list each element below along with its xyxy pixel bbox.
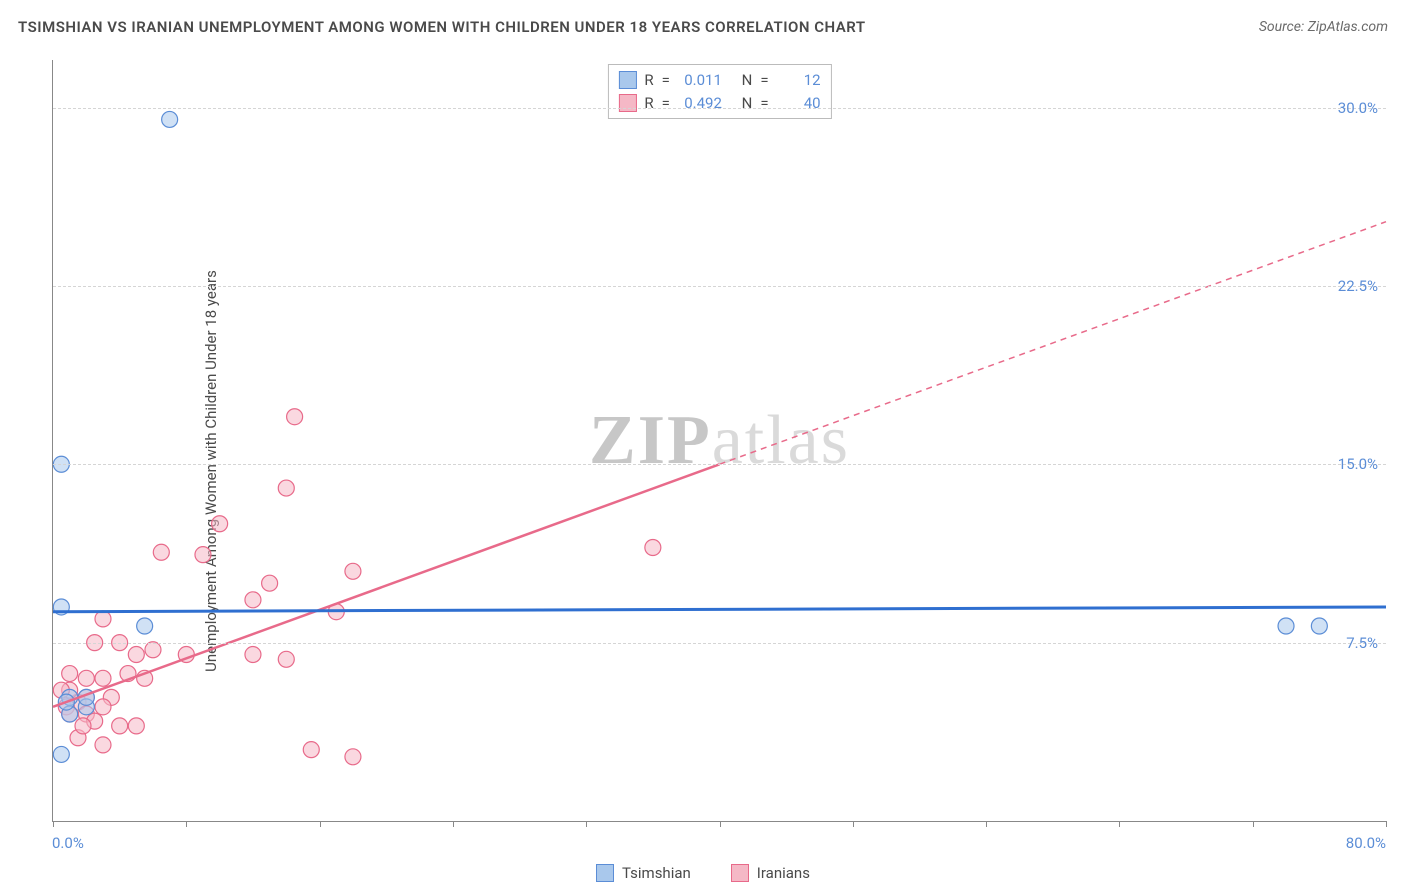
trend-line (720, 222, 1387, 465)
data-point (278, 480, 294, 496)
r-label: R (644, 69, 653, 92)
plot-region: ZIPatlas R = 0.011 N = 12 R = 0.492 N (52, 60, 1386, 822)
x-tick-mark (1253, 821, 1254, 827)
r-value-iranians: 0.492 (678, 92, 722, 115)
data-point (75, 718, 91, 734)
trend-line (53, 464, 720, 707)
data-point (137, 618, 153, 634)
data-point (1278, 618, 1294, 634)
r-label-2: R (644, 92, 653, 115)
x-tick-mark (186, 821, 187, 827)
legend-item-tsimshian: Tsimshian (596, 864, 691, 882)
source-attribution: Source: ZipAtlas.com (1259, 19, 1388, 35)
chart-title: TSIMSHIAN VS IRANIAN UNEMPLOYMENT AMONG … (18, 18, 866, 36)
data-point (153, 544, 169, 560)
data-point (112, 718, 128, 734)
x-tick-mark (586, 821, 587, 827)
data-point (145, 642, 161, 658)
data-point (645, 540, 661, 556)
x-tick-mark (320, 821, 321, 827)
x-tick-mark (853, 821, 854, 827)
stat-row-iranians: R = 0.492 N = 40 (618, 92, 820, 115)
data-point (1311, 618, 1327, 634)
data-point (95, 670, 111, 686)
data-point (345, 749, 361, 765)
data-point (95, 737, 111, 753)
gridline (53, 108, 1386, 109)
data-point (162, 111, 178, 127)
stat-row-tsimshian: R = 0.011 N = 12 (618, 69, 820, 92)
data-point (53, 746, 69, 762)
data-point (95, 699, 111, 715)
x-axis-labels: 0.0% 80.0% (52, 834, 1386, 854)
x-tick-mark (986, 821, 987, 827)
data-point (212, 516, 228, 532)
x-tick-mark (720, 821, 721, 827)
x-tick-mark (53, 821, 54, 827)
legend-item-iranians: Iranians (731, 864, 810, 882)
eq-label-4: = (760, 92, 768, 115)
chart-header: TSIMSHIAN VS IRANIAN UNEMPLOYMENT AMONG … (18, 18, 1388, 36)
chart-area: Unemployment Among Women with Children U… (0, 50, 1406, 892)
n-label: N (742, 69, 753, 92)
data-point (195, 547, 211, 563)
y-tick-label: 30.0% (1338, 99, 1378, 117)
r-value-tsimshian: 0.011 (678, 69, 722, 92)
data-point (303, 742, 319, 758)
x-tick-mark (1119, 821, 1120, 827)
n-value-tsimshian: 12 (777, 69, 821, 92)
swatch-tsimshian (618, 71, 636, 89)
data-point (128, 718, 144, 734)
x-max-label: 80.0% (1346, 834, 1386, 852)
gridline (53, 643, 1386, 644)
eq-label-3: = (662, 92, 670, 115)
data-point (287, 409, 303, 425)
eq-label-2: = (760, 69, 768, 92)
data-point (78, 670, 94, 686)
data-point (245, 647, 261, 663)
swatch-iranians (618, 94, 636, 112)
legend-swatch-tsimshian (596, 864, 614, 882)
n-label-2: N (742, 92, 753, 115)
eq-label: = (662, 69, 670, 92)
correlation-stats-box: R = 0.011 N = 12 R = 0.492 N = 40 (607, 64, 831, 119)
data-point (262, 575, 278, 591)
gridline (53, 464, 1386, 465)
data-point (278, 651, 294, 667)
data-point (95, 611, 111, 627)
y-tick-label: 7.5% (1346, 634, 1378, 652)
x-tick-mark (1386, 821, 1387, 827)
data-point (128, 647, 144, 663)
scatter-svg (53, 60, 1386, 821)
legend-swatch-iranians (731, 864, 749, 882)
data-point (345, 563, 361, 579)
legend-label-tsimshian: Tsimshian (622, 864, 691, 882)
n-value-iranians: 40 (777, 92, 821, 115)
series-legend: Tsimshian Iranians (0, 864, 1406, 882)
legend-label-iranians: Iranians (757, 864, 810, 882)
x-min-label: 0.0% (52, 834, 84, 852)
x-tick-mark (453, 821, 454, 827)
y-tick-label: 22.5% (1338, 277, 1378, 295)
gridline (53, 286, 1386, 287)
y-tick-label: 15.0% (1338, 455, 1378, 473)
data-point (245, 592, 261, 608)
data-point (62, 666, 78, 682)
